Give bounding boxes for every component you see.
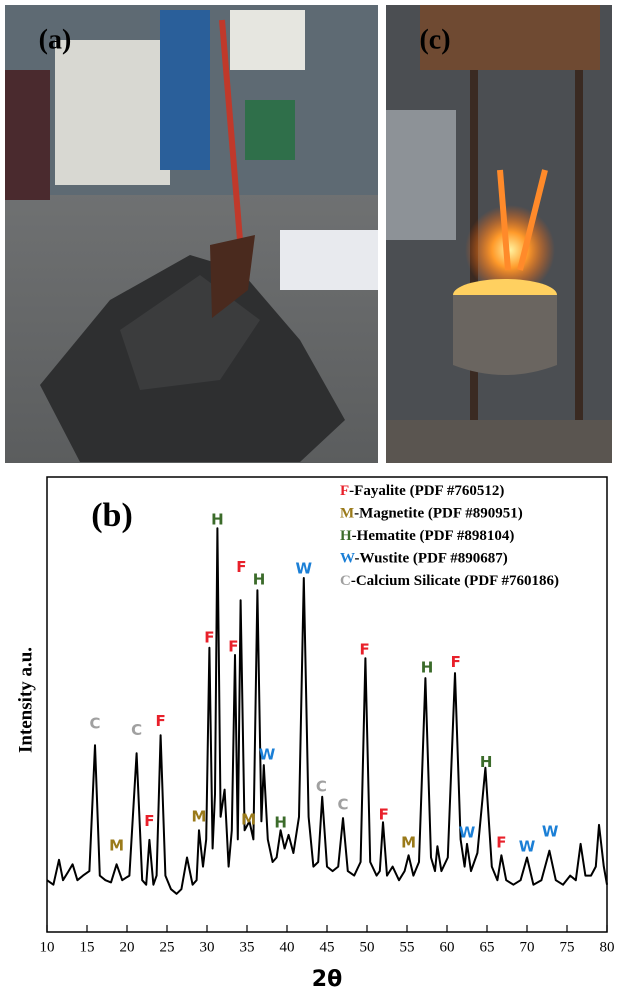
legend-entry: F-Fayalite (PDF #760512) <box>340 483 504 499</box>
peak-label: F <box>204 628 214 646</box>
x-tick-label: 35 <box>240 939 255 955</box>
x-tick-label: 10 <box>40 939 55 955</box>
peak-label: F <box>144 812 154 830</box>
x-tick-label: 80 <box>600 939 615 955</box>
legend-entry: C-Calcium Silicate (PDF #760186) <box>340 573 559 589</box>
peak-label: W <box>459 824 476 842</box>
peak-label: C <box>131 721 142 739</box>
peak-label: H <box>274 814 287 832</box>
peak-label: F <box>228 637 238 655</box>
legend-entry: M-Magnetite (PDF #890951) <box>340 506 523 522</box>
photo-a <box>5 5 378 463</box>
peak-label: M <box>192 807 207 825</box>
legend-letter: W <box>340 551 355 567</box>
panel-label: (a) <box>39 24 72 55</box>
legend-text: -Calcium Silicate (PDF #760186) <box>351 573 559 589</box>
peak-label: M <box>241 810 256 828</box>
panel-label: (b) <box>91 497 133 534</box>
peak-label: C <box>316 777 327 795</box>
peak-label: F <box>236 558 246 576</box>
x-tick-label: 60 <box>440 939 455 955</box>
peak-label: H <box>253 570 266 588</box>
legend-letter: C <box>340 573 351 589</box>
xrd-chart: (b) 2θ Intensity a.u. <box>15 477 607 992</box>
legend-text: -Hematite (PDF #898104) <box>352 528 515 544</box>
legend-text: -Magnetite (PDF #890951) <box>354 506 523 522</box>
x-tick-label: 45 <box>320 939 335 955</box>
peak-label: F <box>379 805 389 823</box>
x-tick-label: 30 <box>200 939 215 955</box>
peak-label: F <box>451 653 461 671</box>
peak-label: W <box>542 823 559 841</box>
peak-label: H <box>480 753 493 771</box>
photo-c <box>386 5 612 463</box>
x-tick-label: 65 <box>480 939 495 955</box>
peak-label: F <box>496 834 506 852</box>
x-tick-label: 75 <box>560 939 575 955</box>
legend-letter: H <box>340 528 352 544</box>
peak-label: W <box>296 559 313 577</box>
x-tick-label: 70 <box>520 939 535 955</box>
peak-label: W <box>519 838 536 856</box>
y-axis-label: Intensity a.u. <box>15 647 36 753</box>
x-tick-label: 40 <box>280 939 295 955</box>
peak-label: W <box>259 746 276 764</box>
peak-label: H <box>211 511 224 529</box>
panel-label: (c) <box>419 24 450 55</box>
peak-label: M <box>401 834 416 852</box>
x-axis-label: 2θ <box>312 967 342 992</box>
figure: (a) (c) (b) 2θ Intensity a.u. 10 15 20 25 30… <box>0 0 617 998</box>
x-tick-label: 20 <box>120 939 135 955</box>
legend-text: -Wustite (PDF #890687) <box>354 551 507 567</box>
peak-label: F <box>155 712 165 730</box>
legend-letter: F <box>340 483 349 499</box>
legend-entry: H-Hematite (PDF #898104) <box>340 528 514 544</box>
peak-label: H <box>421 659 434 677</box>
x-tick-label: 50 <box>360 939 375 955</box>
peak-label: C <box>89 714 100 732</box>
legend-entry: W-Wustite (PDF #890687) <box>340 551 508 567</box>
legend-text: -Fayalite (PDF #760512) <box>349 483 504 499</box>
peak-label: M <box>109 837 124 855</box>
x-tick-label: 15 <box>80 939 95 955</box>
x-tick-label: 25 <box>160 939 175 955</box>
legend-letter: M <box>340 506 354 522</box>
x-tick-label: 55 <box>400 939 415 955</box>
peak-label: F <box>359 641 369 659</box>
peak-label: C <box>337 795 348 813</box>
